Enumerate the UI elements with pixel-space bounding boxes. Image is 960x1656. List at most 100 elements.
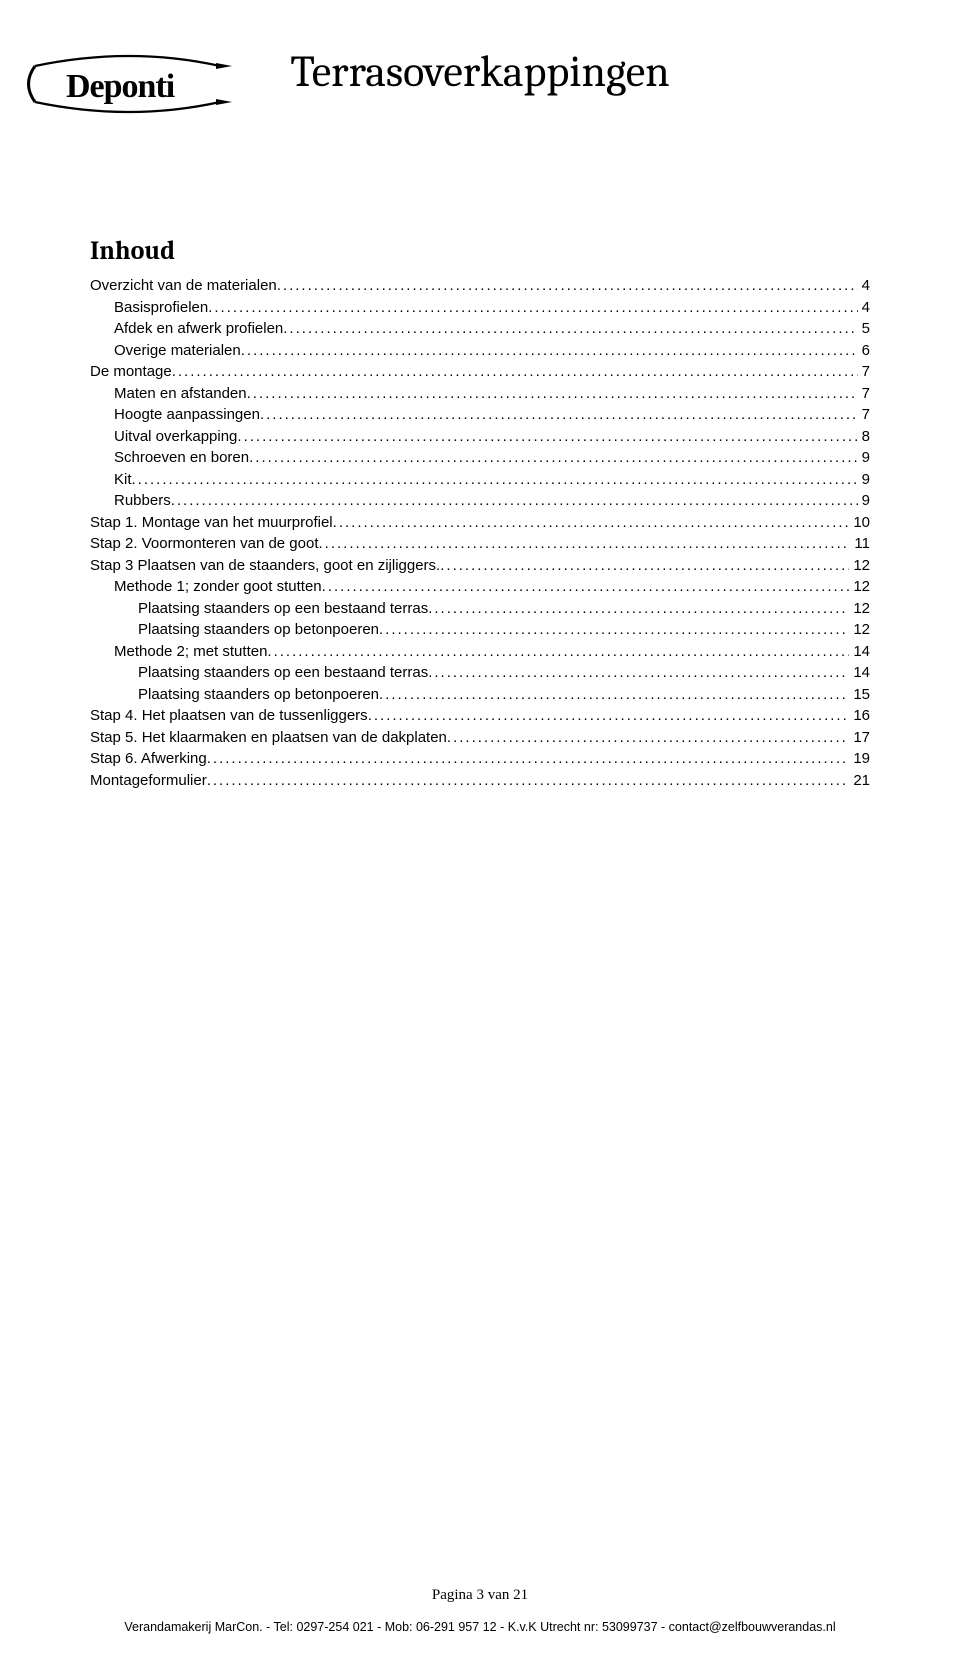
toc-entry-label: Kit <box>114 472 132 487</box>
toc-entry[interactable]: Basisprofielen 4 <box>90 300 870 315</box>
toc-entry[interactable]: Rubbers 9 <box>90 493 870 508</box>
toc-entry-label: Stap 1. Montage van het muurprofiel <box>90 515 333 530</box>
toc-leader-dots <box>283 321 857 336</box>
toc-entry[interactable]: Uitval overkapping 8 <box>90 429 870 444</box>
toc-entry-page: 14 <box>849 644 870 659</box>
toc-leader-dots <box>207 773 850 788</box>
toc-leader-dots <box>260 407 858 422</box>
document-page: Deponti Terrasoverkappingen Inhoud Overz… <box>0 0 960 1656</box>
toc-leader-dots <box>447 730 849 745</box>
toc-entry[interactable]: Plaatsing staanders op betonpoeren 12 <box>90 622 870 637</box>
toc-entry[interactable]: Schroeven en boren 9 <box>90 450 870 465</box>
toc-entry-page: 4 <box>858 300 870 315</box>
toc-leader-dots <box>241 343 858 358</box>
page-footer-pagination: Pagina 3 van 21 <box>0 1587 960 1604</box>
toc-entry-label: Plaatsing staanders op betonpoeren <box>138 687 379 702</box>
brand-name: Deponti <box>66 68 174 106</box>
toc-leader-dots <box>207 751 850 766</box>
toc-leader-dots <box>428 601 849 616</box>
toc-entry-page: 9 <box>858 472 870 487</box>
toc-section: Inhoud Overzicht van de materialen 4Basi… <box>90 236 870 788</box>
toc-entry[interactable]: Maten en afstanden 7 <box>90 386 870 401</box>
toc-entry-page: 8 <box>858 429 870 444</box>
toc-entry-page: 7 <box>858 407 870 422</box>
toc-entry-label: Afdek en afwerk profielen <box>114 321 283 336</box>
toc-leader-dots <box>333 515 850 530</box>
toc-entry[interactable]: Stap 6. Afwerking 19 <box>90 751 870 766</box>
toc-entry-page: 12 <box>849 558 870 573</box>
toc-entry-page: 12 <box>849 601 870 616</box>
toc-list: Overzicht van de materialen 4Basisprofie… <box>90 278 870 788</box>
toc-leader-dots <box>379 687 849 702</box>
toc-entry-label: Methode 1; zonder goot stutten <box>114 579 322 594</box>
toc-entry-label: Schroeven en boren <box>114 450 249 465</box>
toc-entry[interactable]: Plaatsing staanders op betonpoeren 15 <box>90 687 870 702</box>
toc-entry-page: 12 <box>849 579 870 594</box>
toc-entry[interactable]: Methode 2; met stutten 14 <box>90 644 870 659</box>
toc-entry-label: Overzicht van de materialen <box>90 278 277 293</box>
toc-entry-label: Hoogte aanpassingen <box>114 407 260 422</box>
toc-entry-page: 12 <box>849 622 870 637</box>
toc-entry-page: 5 <box>858 321 870 336</box>
toc-entry[interactable]: Methode 1; zonder goot stutten 12 <box>90 579 870 594</box>
toc-entry[interactable]: Stap 3 Plaatsen van de staanders, goot e… <box>90 558 870 573</box>
toc-entry[interactable]: Stap 1. Montage van het muurprofiel 10 <box>90 515 870 530</box>
toc-entry-page: 21 <box>849 773 870 788</box>
toc-entry[interactable]: Overzicht van de materialen 4 <box>90 278 870 293</box>
toc-entry-page: 10 <box>849 515 870 530</box>
toc-entry-label: Plaatsing staanders op een bestaand terr… <box>138 601 428 616</box>
toc-entry-label: Stap 4. Het plaatsen van de tussenligger… <box>90 708 368 723</box>
toc-entry-label: Montageformulier <box>90 773 207 788</box>
toc-leader-dots <box>172 364 858 379</box>
toc-leader-dots <box>277 278 858 293</box>
toc-leader-dots <box>440 558 849 573</box>
toc-entry[interactable]: De montage 7 <box>90 364 870 379</box>
toc-entry-label: Stap 2. Voormonteren van de goot <box>90 536 319 551</box>
toc-entry-page: 6 <box>858 343 870 358</box>
toc-entry-page: 9 <box>858 493 870 508</box>
toc-leader-dots <box>368 708 850 723</box>
toc-entry-label: Overige materialen <box>114 343 241 358</box>
toc-leader-dots <box>428 665 849 680</box>
toc-entry-page: 4 <box>858 278 870 293</box>
toc-entry[interactable]: Afdek en afwerk profielen 5 <box>90 321 870 336</box>
toc-entry-label: Rubbers <box>114 493 171 508</box>
toc-entry-label: Plaatsing staanders op een bestaand terr… <box>138 665 428 680</box>
toc-leader-dots <box>267 644 849 659</box>
toc-entry[interactable]: Kit 9 <box>90 472 870 487</box>
brand-logo: Deponti <box>40 46 240 126</box>
toc-leader-dots <box>319 536 851 551</box>
toc-entry-page: 17 <box>849 730 870 745</box>
toc-entry-page: 14 <box>849 665 870 680</box>
toc-entry-page: 11 <box>850 536 870 551</box>
toc-entry[interactable]: Stap 4. Het plaatsen van de tussenligger… <box>90 708 870 723</box>
toc-entry-label: Plaatsing staanders op betonpoeren <box>138 622 379 637</box>
toc-entry-label: Stap 3 Plaatsen van de staanders, goot e… <box>90 558 440 573</box>
toc-leader-dots <box>249 450 858 465</box>
toc-entry-label: Stap 5. Het klaarmaken en plaatsen van d… <box>90 730 447 745</box>
toc-leader-dots <box>132 472 858 487</box>
page-header: Deponti Terrasoverkappingen <box>90 46 870 156</box>
toc-entry[interactable]: Stap 2. Voormonteren van de goot 11 <box>90 536 870 551</box>
toc-entry-label: De montage <box>90 364 172 379</box>
toc-entry-page: 19 <box>849 751 870 766</box>
toc-entry-page: 16 <box>849 708 870 723</box>
toc-heading: Inhoud <box>90 236 870 266</box>
toc-entry[interactable]: Stap 5. Het klaarmaken en plaatsen van d… <box>90 730 870 745</box>
toc-entry[interactable]: Plaatsing staanders op een bestaand terr… <box>90 601 870 616</box>
toc-leader-dots <box>247 386 858 401</box>
toc-entry-page: 15 <box>849 687 870 702</box>
toc-entry-label: Stap 6. Afwerking <box>90 751 207 766</box>
toc-leader-dots <box>322 579 850 594</box>
toc-entry[interactable]: Plaatsing staanders op een bestaand terr… <box>90 665 870 680</box>
toc-entry-label: Maten en afstanden <box>114 386 247 401</box>
toc-entry[interactable]: Overige materialen 6 <box>90 343 870 358</box>
toc-entry-label: Basisprofielen <box>114 300 208 315</box>
toc-entry-page: 7 <box>858 386 870 401</box>
page-footer-contact: Verandamakerij MarCon. - Tel: 0297-254 0… <box>0 1620 960 1634</box>
toc-entry[interactable]: Montageformulier 21 <box>90 773 870 788</box>
toc-entry-label: Uitval overkapping <box>114 429 237 444</box>
toc-leader-dots <box>171 493 858 508</box>
toc-entry-page: 9 <box>858 450 870 465</box>
toc-entry[interactable]: Hoogte aanpassingen 7 <box>90 407 870 422</box>
